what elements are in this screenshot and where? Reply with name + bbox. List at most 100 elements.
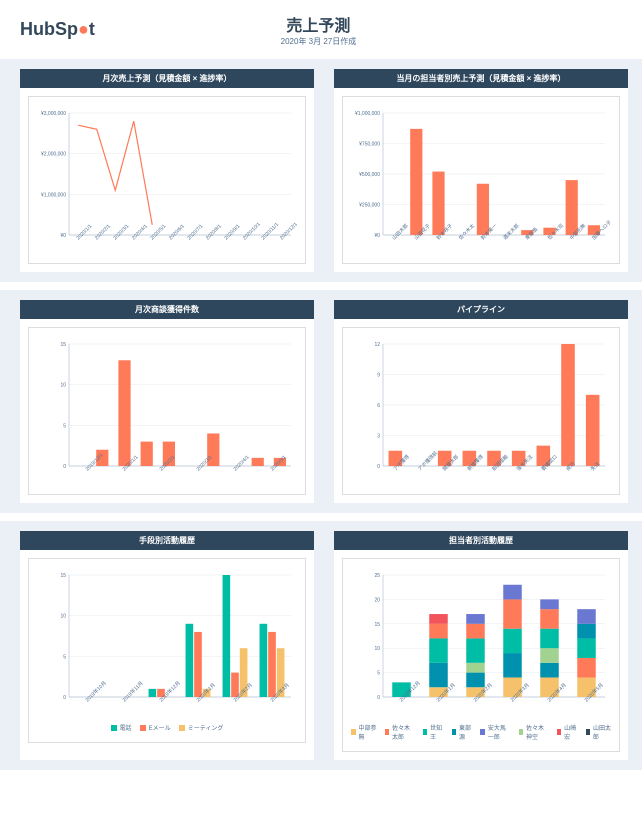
legend-item: ミーティング — [179, 723, 224, 732]
legend-label: ミーティング — [188, 723, 224, 732]
svg-text:¥1,000,000: ¥1,000,000 — [355, 111, 380, 117]
svg-text:2020/7/1: 2020/7/1 — [186, 223, 204, 241]
legend-swatch — [111, 725, 117, 731]
legend-label: 中部参無 — [359, 723, 377, 741]
legend-item: 佐々木太郎 — [385, 723, 415, 741]
svg-text:山田太郎: 山田太郎 — [391, 222, 410, 241]
legend-swatch — [586, 729, 591, 735]
svg-text:5: 5 — [63, 654, 66, 660]
legend-swatch — [351, 729, 356, 735]
chart-legend: 電話 Eメール ミーティング — [37, 719, 297, 736]
svg-text:週末太郎: 週末太郎 — [502, 222, 521, 241]
chart-body: 05101520252019年12月2020年1月2020年2月2020年3月2… — [342, 558, 620, 752]
svg-text:6: 6 — [377, 403, 380, 409]
legend-item: 東部源 — [452, 723, 473, 741]
chart-section: 月次商談獲得件数0510152019/12/12020/1/12020/2/12… — [0, 290, 642, 513]
svg-text:2020/9/1: 2020/9/1 — [223, 223, 241, 241]
title-block: 売上予測 2020年 3月 27日作成 — [15, 12, 622, 47]
legend-item: 世知王 — [423, 723, 444, 741]
svg-text:15: 15 — [374, 622, 380, 628]
svg-text:0: 0 — [377, 695, 380, 701]
legend-label: 電話 — [120, 723, 132, 732]
svg-text:15: 15 — [60, 342, 66, 348]
svg-text:5: 5 — [63, 423, 66, 429]
svg-text:¥1,000,000: ¥1,000,000 — [41, 192, 66, 198]
chart-card: 月次売上予測（見積金額 × 進捗率） ¥0 ¥1,000,000 ¥2,000,000… — [20, 69, 314, 272]
svg-text:2020/12/1: 2020/12/1 — [279, 221, 297, 241]
svg-text:25: 25 — [374, 573, 380, 579]
card-header: パイプライン — [334, 300, 628, 319]
svg-text:15: 15 — [60, 573, 66, 579]
legend-label: 山崎宏 — [564, 723, 577, 741]
chart-card: 手段別活動履歴0510152019年10月2019年11月2019年12月202… — [20, 531, 314, 760]
chart-row: 手段別活動履歴0510152019年10月2019年11月2019年12月202… — [20, 531, 622, 760]
card-header: 手段別活動履歴 — [20, 531, 314, 550]
legend-swatch — [557, 729, 561, 735]
legend-item: Eメール — [140, 723, 171, 732]
legend-label: 世知王 — [430, 723, 443, 741]
svg-text:2020/6/1: 2020/6/1 — [168, 223, 186, 241]
svg-text:2020/4/1: 2020/4/1 — [233, 454, 251, 472]
legend-swatch — [452, 729, 456, 735]
svg-text:¥0: ¥0 — [374, 233, 380, 239]
svg-text:3: 3 — [377, 434, 380, 440]
card-header: 担当者別活動履歴 — [334, 531, 628, 550]
chart-body: 0510152019年10月2019年11月2019年12月2020年1月202… — [28, 558, 306, 743]
svg-text:¥0: ¥0 — [60, 233, 66, 239]
chart-card: 担当者別活動履歴05101520252019年12月2020年1月2020年2月… — [334, 531, 628, 760]
svg-text:2020/10/1: 2020/10/1 — [242, 221, 262, 241]
svg-text:10: 10 — [60, 614, 66, 620]
legend-label: Eメール — [149, 723, 171, 732]
svg-text:12: 12 — [374, 342, 380, 348]
svg-text:2019年10月: 2019年10月 — [84, 680, 108, 704]
legend-swatch — [385, 729, 390, 735]
chart-section: 月次売上予測（見積金額 × 進捗率） ¥0 ¥1,000,000 ¥2,000,000… — [0, 59, 642, 282]
svg-text:アポ獲得前: アポ獲得前 — [416, 450, 439, 473]
legend-swatch — [480, 729, 485, 735]
chart-card: 当月の担当者別売上予測（見積金額 × 進捗率）¥0¥250,000¥500,00… — [334, 69, 628, 272]
svg-text:20: 20 — [374, 597, 380, 603]
legend-item: 山田太郎 — [586, 723, 612, 741]
legend-label: 東部源 — [459, 723, 472, 741]
svg-text:0: 0 — [63, 464, 66, 470]
chart-body: 0510152019/12/12020/1/12020/2/12020/3/12… — [28, 327, 306, 495]
svg-text:2019年11月: 2019年11月 — [121, 680, 145, 704]
svg-text:10: 10 — [60, 383, 66, 389]
svg-text:2020/8/1: 2020/8/1 — [205, 223, 223, 241]
svg-text:¥2,000,000: ¥2,000,000 — [41, 152, 66, 158]
svg-text:佐々木太: 佐々木太 — [457, 222, 476, 241]
svg-text:2020/5/1: 2020/5/1 — [149, 223, 167, 241]
legend-swatch — [140, 725, 146, 731]
page-header: HubSp●t 売上予測 2020年 3月 27日作成 — [0, 0, 642, 59]
chart-body: 036912アポ獲得アポ獲得前開墾太郎新規獲得前回接触後半失注要確認ロ成功失注 — [342, 327, 620, 495]
chart-legend: 中部参無佐々木太郎 世知王 東部源 安大馬一郎佐々木神空 山崎宏 山田太郎 — [351, 719, 611, 745]
chart-section: 手段別活動履歴0510152019年10月2019年11月2019年12月202… — [0, 521, 642, 770]
svg-text:2020/3/1: 2020/3/1 — [112, 223, 130, 241]
legend-item: 佐々木神空 — [519, 723, 549, 741]
legend-label: 安大馬一郎 — [488, 723, 511, 741]
card-header: 月次商談獲得件数 — [20, 300, 314, 319]
chart-body: ¥0¥250,000¥500,000¥750,000¥1,000,000山田太郎… — [342, 96, 620, 264]
legend-swatch — [519, 729, 524, 735]
page-title: 売上予測 — [15, 12, 622, 36]
svg-text:2020/1/1: 2020/1/1 — [75, 223, 93, 241]
svg-text:0: 0 — [377, 464, 380, 470]
svg-text:¥250,000: ¥250,000 — [359, 203, 380, 209]
chart-card: パイプライン036912アポ獲得アポ獲得前開墾太郎新規獲得前回接触後半失注要確認… — [334, 300, 628, 503]
svg-text:¥750,000: ¥750,000 — [359, 142, 380, 148]
svg-text:9: 9 — [377, 373, 380, 379]
card-header: 当月の担当者別売上予測（見積金額 × 進捗率） — [334, 69, 628, 88]
svg-text:5: 5 — [377, 671, 380, 677]
legend-item: 電話 — [111, 723, 132, 732]
legend-swatch — [179, 725, 185, 731]
legend-label: 山田太郎 — [593, 723, 611, 741]
chart-card: 月次商談獲得件数0510152019/12/12020/1/12020/2/12… — [20, 300, 314, 503]
legend-label: 佐々木太郎 — [392, 723, 415, 741]
chart-row: 月次売上予測（見積金額 × 進捗率） ¥0 ¥1,000,000 ¥2,000,000… — [20, 69, 622, 272]
card-header: 月次売上予測（見積金額 × 進捗率） — [20, 69, 314, 88]
svg-text:10: 10 — [374, 646, 380, 652]
svg-text:2020/11/1: 2020/11/1 — [260, 222, 280, 242]
legend-item: 安大馬一郎 — [480, 723, 510, 741]
svg-text:2020/2/1: 2020/2/1 — [94, 223, 112, 241]
svg-text:2020/4/1: 2020/4/1 — [131, 223, 149, 241]
